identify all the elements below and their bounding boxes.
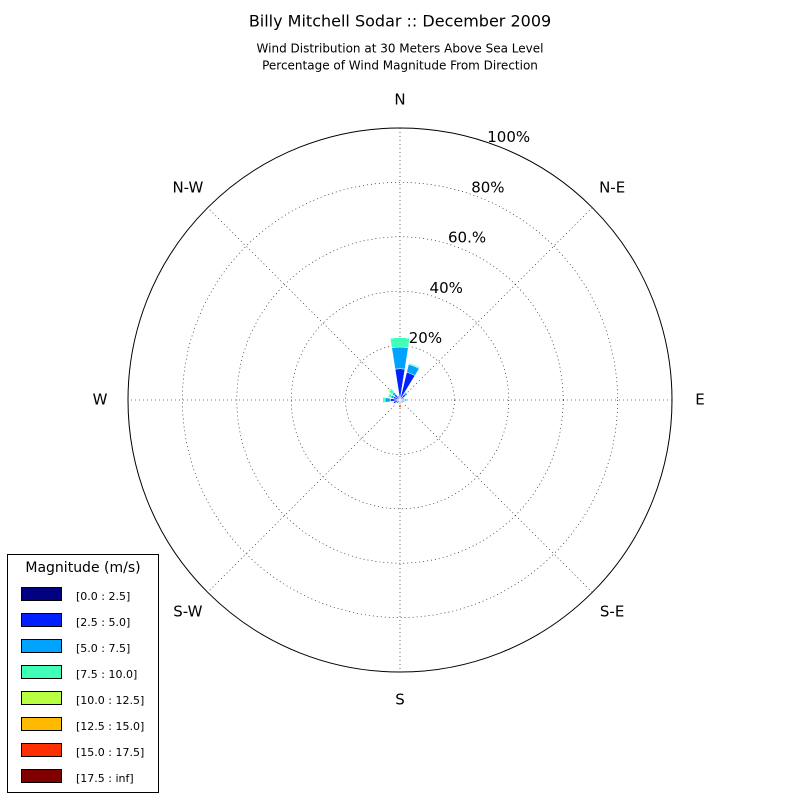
direction-label: S-E [600, 603, 624, 621]
r-tick-label: 40% [430, 279, 463, 297]
grid-ring [290, 290, 510, 510]
wedge [403, 397, 406, 399]
legend-swatch [21, 587, 62, 601]
direction-label: N-W [172, 178, 203, 196]
grid-ring [236, 236, 564, 564]
legend-swatch [21, 743, 62, 757]
direction-label: N-E [599, 178, 625, 196]
legend-swatch [21, 717, 62, 731]
r-tick-label: 100% [487, 128, 530, 146]
wedge [398, 404, 402, 408]
legend-label: [15.0 : 17.5] [76, 746, 144, 759]
wedge [408, 362, 421, 368]
wedge [389, 337, 411, 348]
wedge [382, 396, 386, 404]
direction-label: E [695, 391, 704, 409]
r-tick-label: 80% [471, 178, 504, 196]
wedge [405, 392, 408, 395]
legend-swatch [21, 691, 62, 705]
wedge [387, 393, 390, 398]
legend-label: [12.5 : 15.0] [76, 720, 144, 733]
wedge [403, 401, 406, 403]
legend-label: [7.5 : 10.0] [76, 668, 137, 681]
direction-label: S-W [173, 603, 202, 621]
outer-circle [127, 127, 673, 673]
wedge [403, 398, 408, 402]
legend-swatch [21, 639, 62, 653]
chart-subtitle: Percentage of Wind Magnitude From Direct… [262, 59, 538, 73]
wedge [391, 346, 409, 370]
legend-swatch [21, 665, 62, 679]
legend-swatch [21, 769, 62, 783]
chart-subtitle: Wind Distribution at 30 Meters Above Sea… [257, 42, 544, 56]
legend-label: [17.5 : inf] [76, 772, 134, 785]
legend-title: Magnitude (m/s) [25, 560, 140, 576]
direction-label: N [394, 91, 405, 109]
direction-label: S [395, 691, 405, 709]
wedge [384, 397, 391, 403]
r-tick-label: 60.% [448, 229, 486, 247]
legend-label: [2.5 : 5.0] [76, 616, 130, 629]
r-tick-label: 20% [409, 329, 442, 347]
legend-label: [0.0 : 2.5] [76, 590, 130, 603]
grid-ring [182, 182, 618, 618]
wedge [395, 402, 398, 405]
wedge [397, 394, 399, 397]
direction-label: W [93, 391, 108, 409]
legend-label: [5.0 : 7.5] [76, 642, 130, 655]
legend-label: [10.0 : 12.5] [76, 694, 144, 707]
grid-ring [345, 345, 455, 455]
chart-title: Billy Mitchell Sodar :: December 2009 [249, 12, 551, 31]
legend-swatch [21, 613, 62, 627]
